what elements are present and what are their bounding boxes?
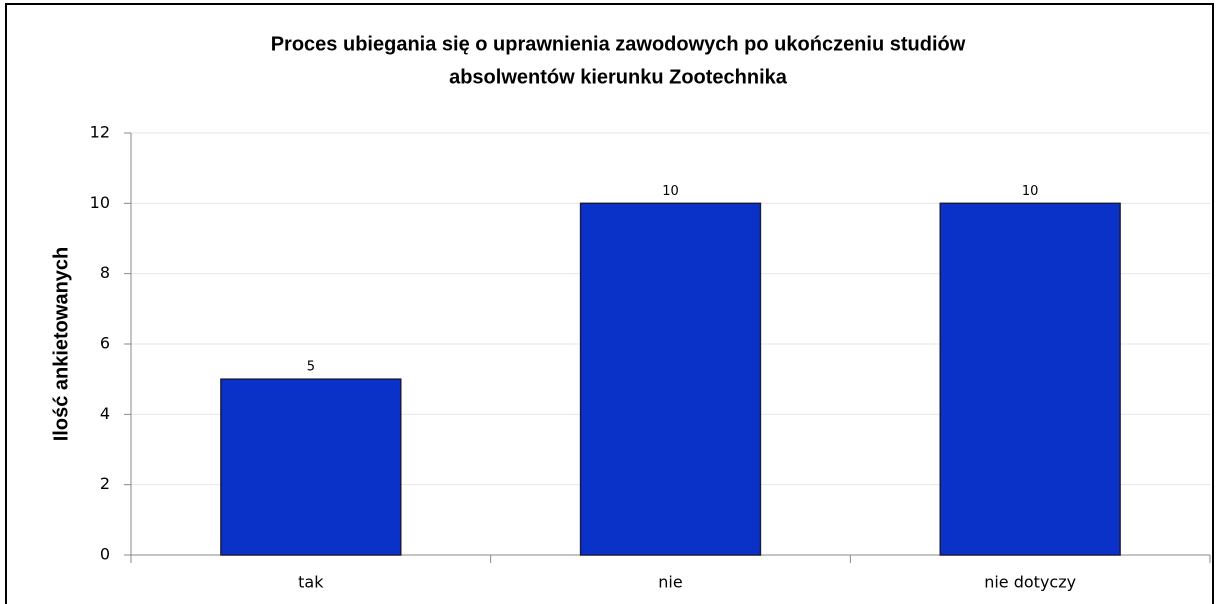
y-tick-label: 12 [90,123,110,142]
chart-title: Proces ubiegania się o uprawnienia zawod… [271,33,966,55]
x-tick-label: tak [298,573,324,592]
y-tick-label: 6 [100,334,110,353]
bar [220,378,402,556]
y-axis-label: Ilość ankietowanych [50,247,72,442]
y-tick-label: 0 [100,545,110,564]
y-tick-label: 10 [90,193,110,212]
x-tick-label: nie [658,573,682,592]
bar [579,202,762,556]
data-label: 10 [1022,184,1039,199]
y-tick-label: 2 [100,474,110,493]
x-tick-label: nie dotyczy [984,573,1076,592]
chart-title: absolwentów kierunku Zootechnika [449,66,788,88]
data-label: 5 [307,360,315,375]
data-label: 10 [662,184,679,199]
y-tick-label: 8 [100,263,110,282]
bar [939,202,1121,556]
y-tick-label: 4 [100,404,110,423]
